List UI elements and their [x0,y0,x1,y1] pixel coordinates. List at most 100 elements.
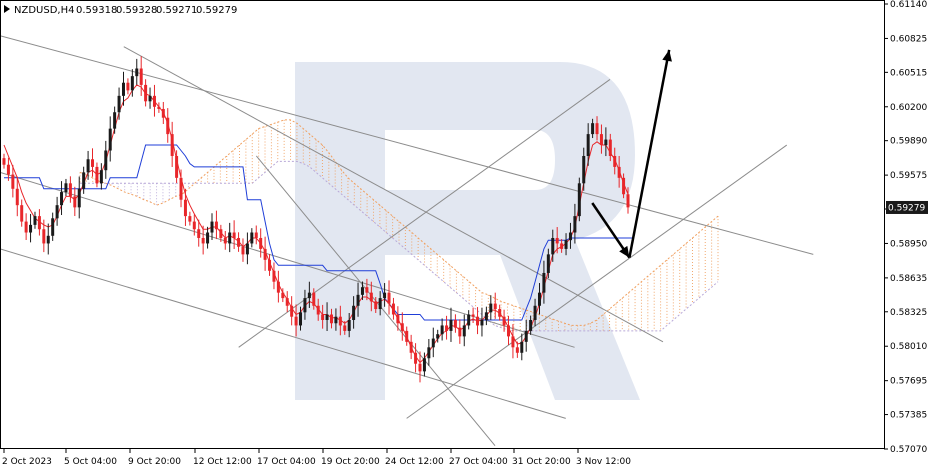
candle-body [170,134,174,156]
candle-body [626,194,630,208]
candle-body [68,183,72,197]
candle-body [480,319,484,326]
candle-body [192,221,196,230]
x-tick-label: 5 Oct 04:00 [64,457,117,467]
trendline [0,248,566,419]
candle-body [449,319,453,331]
candle-body [604,139,608,146]
x-tick-label: 31 Oct 20:00 [512,457,571,467]
candle-body [299,312,303,326]
header-open: 0.59318 [76,5,117,16]
candle-body [533,305,537,320]
candle-body [11,174,15,189]
senkou-span-b-line [80,160,719,332]
x-tick-label: 2 Oct 2023 [2,457,52,467]
candle-body [237,237,241,247]
collapse-triangle-icon[interactable] [4,5,10,13]
candle-body [511,336,515,348]
candle-body [254,232,258,238]
candle-body [560,243,564,249]
y-tick-label: 0.60825 [890,34,927,44]
candle-body [259,237,263,249]
candle-body [95,166,99,184]
y-tick-label: 0.57385 [890,411,927,421]
candle-body [51,218,55,236]
candle-body [436,334,440,339]
candle-body [595,123,599,135]
candle-body [507,325,511,337]
candle-body [126,82,130,91]
candle-body [139,68,143,85]
candle-body [294,316,298,326]
candle-body [440,325,444,335]
candle-body [312,292,316,306]
candle-body [152,95,156,107]
candle-body [431,338,435,348]
time-axis: 2 Oct 2023 5 Oct 04:00 9 Oct 20:00 12 Oct 1… [2,449,631,467]
y-tick-label: 0.60200 [890,103,927,113]
candle-body [91,159,95,167]
candles [2,56,630,383]
candle-body [542,272,546,293]
candle-body [462,325,466,337]
candle-body [599,134,603,146]
candle-body [321,314,325,320]
candle-body [276,281,280,293]
candle-body [77,188,81,208]
candle-body [272,270,276,282]
candle-body [520,341,524,353]
candle-body [228,232,232,244]
candle-body [493,303,497,310]
candle-body [241,246,245,255]
candle-body [471,314,475,317]
candle-body [445,325,449,331]
plot-border [0,0,885,449]
candle-body [214,221,218,230]
candle-body [484,312,488,320]
candle-body [37,216,41,230]
candle-body [400,323,404,331]
candle-body [64,183,68,193]
candle-body [498,309,502,317]
tenkan-sen-line [3,84,629,364]
candle-body [148,95,152,102]
watermark-r-shape [295,62,640,400]
candle-body [405,330,409,342]
candle-body [175,155,179,178]
candle-body [586,134,590,156]
y-tick-label: 0.59890 [890,137,927,147]
candle-body [82,172,86,189]
candle-body [135,68,139,77]
current-price-label: 0.59279 [888,203,925,213]
candle-body [427,347,431,359]
candle-body [250,232,254,244]
candle-body [201,237,205,244]
indicator-lines [3,84,633,364]
candle-body [546,254,550,273]
candle-body [188,216,192,222]
header-close: 0.59279 [196,5,237,16]
candle-body [130,76,134,91]
candle-body [365,287,369,293]
candle-body [73,196,77,208]
candle-body [223,237,227,244]
candle-body [396,314,400,324]
candle-body [529,319,533,331]
candle-body [369,292,373,302]
candle-body [613,155,617,167]
candle-body [515,347,519,353]
trendline [238,79,611,348]
candle-body [6,164,10,175]
x-tick-label: 3 Nov 12:00 [576,457,631,467]
candle-body [582,155,586,184]
kijun-sen-line [4,144,633,321]
candle-body [467,314,471,326]
candle-body [383,292,387,299]
candle-body [489,303,493,313]
header-low: 0.59271 [156,5,197,16]
candle-body [343,325,347,331]
candle-body [591,123,595,135]
candle-body [117,95,121,113]
candle-body [524,330,528,342]
